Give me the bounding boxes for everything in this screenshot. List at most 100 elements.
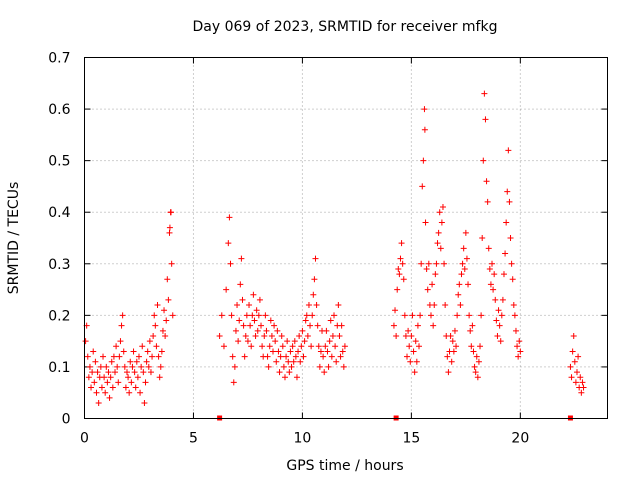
data-point [302, 317, 309, 324]
data-point [571, 358, 578, 365]
data-point [573, 369, 580, 376]
data-point [240, 322, 247, 329]
data-point [577, 374, 584, 381]
data-point [311, 276, 318, 283]
data-point [416, 343, 423, 350]
data-point [227, 260, 234, 267]
data-point [326, 338, 333, 345]
data-point [139, 343, 146, 350]
data-point [261, 332, 268, 339]
data-point [250, 291, 257, 298]
data-point [105, 369, 112, 376]
data-point [300, 353, 307, 360]
data-point [284, 338, 291, 345]
data-point [316, 363, 323, 370]
data-point [408, 332, 415, 339]
data-point [490, 286, 497, 293]
data-point [120, 348, 127, 355]
data-point [106, 394, 113, 401]
data-point [578, 389, 585, 396]
data-point [168, 260, 175, 267]
x-tick-label: 10 [294, 431, 312, 447]
data-point [485, 245, 492, 252]
data-point [309, 312, 316, 319]
data-point [466, 312, 473, 319]
data-point [262, 312, 269, 319]
data-point [286, 369, 293, 376]
data-point [158, 348, 165, 355]
data-point [107, 374, 114, 381]
data-point [307, 322, 314, 329]
data-point [473, 353, 480, 360]
data-point [468, 343, 475, 350]
data-point [166, 229, 173, 236]
data-point [313, 302, 320, 309]
data-point [434, 240, 441, 247]
data-point [493, 317, 500, 324]
data-point [110, 353, 117, 360]
data-point [275, 348, 282, 355]
data-point [324, 348, 331, 355]
data-point [119, 312, 126, 319]
data-point [143, 358, 150, 365]
data-point [161, 307, 168, 314]
data-point [231, 363, 238, 370]
data-point [500, 271, 507, 278]
data-point [101, 374, 108, 381]
data-point [162, 332, 169, 339]
data-point [463, 255, 470, 262]
data-point [514, 343, 521, 350]
data-point [398, 240, 405, 247]
data-point [285, 358, 292, 365]
data-point [138, 363, 145, 370]
data-point [258, 322, 265, 329]
data-point [471, 363, 478, 370]
data-point [478, 312, 485, 319]
data-point [241, 353, 248, 360]
y-tick-label: 0 [62, 412, 71, 428]
data-point [508, 260, 515, 267]
data-point [297, 358, 304, 365]
data-point [117, 338, 124, 345]
data-point [579, 379, 586, 386]
data-point [333, 358, 340, 365]
data-point [469, 322, 476, 329]
data-point [226, 214, 233, 221]
data-point [411, 369, 418, 376]
data-point [88, 384, 95, 391]
data-point [123, 369, 130, 376]
data-point [314, 322, 321, 329]
data-point [249, 312, 256, 319]
data-point [397, 255, 404, 262]
data-point [220, 343, 227, 350]
data-point [140, 369, 147, 376]
data-point [273, 358, 280, 365]
data-point [310, 291, 317, 298]
data-point [292, 353, 299, 360]
data-point [225, 240, 232, 247]
data-point [322, 343, 329, 350]
data-point [487, 281, 494, 288]
data-point [236, 317, 243, 324]
data-point [433, 260, 440, 267]
data-point [290, 358, 297, 365]
data-point [407, 358, 414, 365]
data-point [437, 245, 444, 252]
data-point [291, 338, 298, 345]
data-point [394, 286, 401, 293]
data-point [95, 400, 102, 407]
data-point [303, 312, 310, 319]
data-point [320, 353, 327, 360]
data-point [287, 348, 294, 355]
data-point [400, 276, 407, 283]
data-point [392, 307, 399, 314]
data-point [460, 245, 467, 252]
data-point [505, 147, 512, 154]
data-point [112, 369, 119, 376]
data-point [390, 322, 397, 329]
data-point [455, 291, 462, 298]
data-point [149, 353, 156, 360]
data-point [127, 358, 134, 365]
y-tick-label: 0.7 [48, 51, 70, 67]
